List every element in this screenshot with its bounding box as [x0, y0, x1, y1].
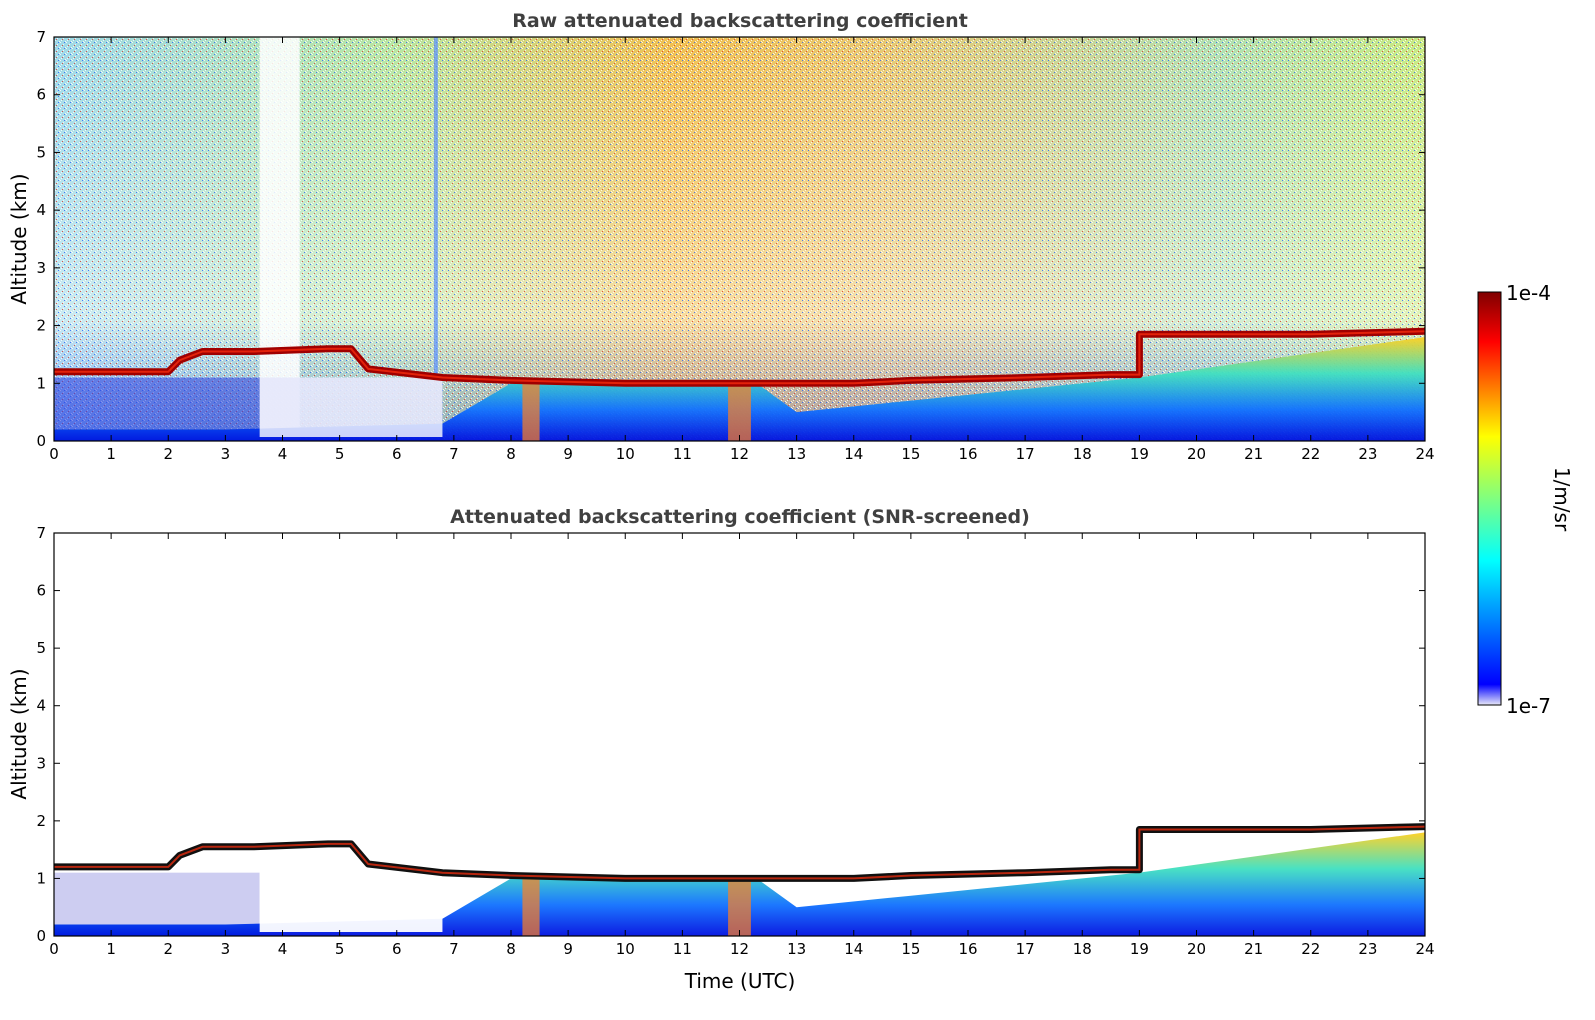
- signal-gap: [259, 37, 300, 441]
- blank-region: [259, 377, 443, 437]
- raw-backscatter-panel: Raw attenuated backscattering coefficien…: [7, 10, 1435, 463]
- x-tick-label: 11: [673, 940, 692, 958]
- x-tick-label: 13: [787, 940, 806, 958]
- panel-title: Attenuated backscattering coefficient (S…: [450, 506, 1030, 528]
- x-tick-label: 14: [844, 940, 863, 958]
- blank-region: [259, 872, 443, 932]
- x-tick-label: 0: [49, 940, 59, 958]
- x-tick-label: 10: [616, 940, 635, 958]
- x-tick-label: 12: [730, 445, 749, 463]
- x-tick-label: 2: [163, 940, 173, 958]
- colorbar-unit-label: 1/m/sr: [1550, 467, 1574, 532]
- x-tick-label: 9: [563, 940, 573, 958]
- x-tick-label: 13: [787, 445, 806, 463]
- x-tick-label: 5: [335, 940, 345, 958]
- y-tick-label: 2: [36, 812, 46, 830]
- x-tick-label: 12: [730, 940, 749, 958]
- snr-screened-panel: Attenuated backscattering coefficient (S…: [7, 506, 1435, 993]
- y-axis-label: Altitude (km): [7, 668, 31, 799]
- x-axis-label: Time (UTC): [684, 969, 796, 993]
- y-tick-label: 2: [36, 317, 46, 335]
- x-tick-label: 18: [1073, 940, 1092, 958]
- heatmap-area: [54, 533, 1426, 936]
- x-tick-label: 21: [1244, 445, 1263, 463]
- y-tick-label: 6: [36, 86, 46, 104]
- x-tick-label: 8: [506, 445, 516, 463]
- x-tick-label: 16: [958, 445, 977, 463]
- plume-streak: [522, 383, 540, 441]
- y-tick-label: 6: [36, 582, 46, 600]
- x-tick-label: 7: [449, 940, 459, 958]
- colorbar-gradient: [1477, 291, 1502, 706]
- x-tick-label: 11: [673, 445, 692, 463]
- y-tick-label: 0: [36, 927, 46, 945]
- axis-ticks: 0 1 2 3 4 5 6 7 8 9 10 11 12 13 14 15 16 17 18 19 20 21 22 23 24…: [36, 28, 1434, 463]
- y-tick-label: 1: [36, 869, 46, 887]
- x-tick-label: 22: [1301, 445, 1320, 463]
- plume-streak: [728, 878, 751, 936]
- x-tick-label: 24: [1415, 445, 1434, 463]
- x-tick-label: 5: [335, 445, 345, 463]
- colorbar-max-label: 1e-4: [1506, 281, 1551, 305]
- x-tick-label: 1: [106, 940, 116, 958]
- colorbar-min-label: 1e-7: [1506, 694, 1551, 718]
- x-tick-label: 16: [958, 940, 977, 958]
- x-tick-label: 18: [1073, 445, 1092, 463]
- y-tick-label: 0: [36, 432, 46, 450]
- y-tick-label: 5: [36, 143, 46, 161]
- x-tick-label: 3: [221, 445, 231, 463]
- x-tick-label: 4: [278, 940, 288, 958]
- x-tick-label: 3: [221, 940, 231, 958]
- cloud-layer-edge: [54, 330, 1426, 385]
- plume-streak: [522, 878, 540, 936]
- heatmap-area: [54, 37, 1426, 441]
- x-tick-label: 17: [1016, 940, 1035, 958]
- y-tick-label: 5: [36, 639, 46, 657]
- signal-streak: [433, 37, 438, 378]
- x-tick-label: 0: [49, 445, 59, 463]
- y-tick-label: 7: [36, 28, 46, 46]
- x-tick-label: 17: [1016, 445, 1035, 463]
- y-tick-label: 3: [36, 754, 46, 772]
- y-tick-label: 4: [36, 697, 46, 715]
- x-tick-label: 20: [1187, 445, 1206, 463]
- x-tick-label: 1: [106, 445, 116, 463]
- x-tick-label: 4: [278, 445, 288, 463]
- x-tick-label: 22: [1301, 940, 1320, 958]
- x-tick-label: 2: [163, 445, 173, 463]
- x-tick-label: 7: [449, 445, 459, 463]
- x-tick-label: 6: [392, 940, 402, 958]
- x-tick-label: 23: [1358, 940, 1377, 958]
- axis-ticks: 0 1 2 3 4 5 6 7 8 9 10 11 12 13 14 15 16 17 18 19 20 21 22 23 24…: [36, 524, 1434, 958]
- y-axis-label: Altitude (km): [7, 173, 31, 304]
- y-tick-label: 1: [36, 374, 46, 392]
- x-tick-label: 9: [563, 445, 573, 463]
- x-tick-label: 10: [616, 445, 635, 463]
- x-tick-label: 14: [844, 445, 863, 463]
- colorbar: 1e-4 1e-7 1/m/sr: [1477, 281, 1574, 718]
- x-tick-label: 24: [1415, 940, 1434, 958]
- x-tick-label: 15: [901, 940, 920, 958]
- x-tick-label: 21: [1244, 940, 1263, 958]
- cloud-layer-edge: [54, 825, 1426, 880]
- plume-streak: [728, 383, 751, 441]
- x-tick-label: 15: [901, 445, 920, 463]
- y-tick-label: 7: [36, 524, 46, 542]
- panel-title: Raw attenuated backscattering coefficien…: [512, 10, 968, 32]
- y-tick-label: 4: [36, 201, 46, 219]
- x-tick-label: 6: [392, 445, 402, 463]
- x-tick-label: 8: [506, 940, 516, 958]
- x-tick-label: 19: [1130, 940, 1149, 958]
- x-tick-label: 19: [1130, 445, 1149, 463]
- x-tick-label: 23: [1358, 445, 1377, 463]
- y-tick-label: 3: [36, 259, 46, 277]
- x-tick-label: 20: [1187, 940, 1206, 958]
